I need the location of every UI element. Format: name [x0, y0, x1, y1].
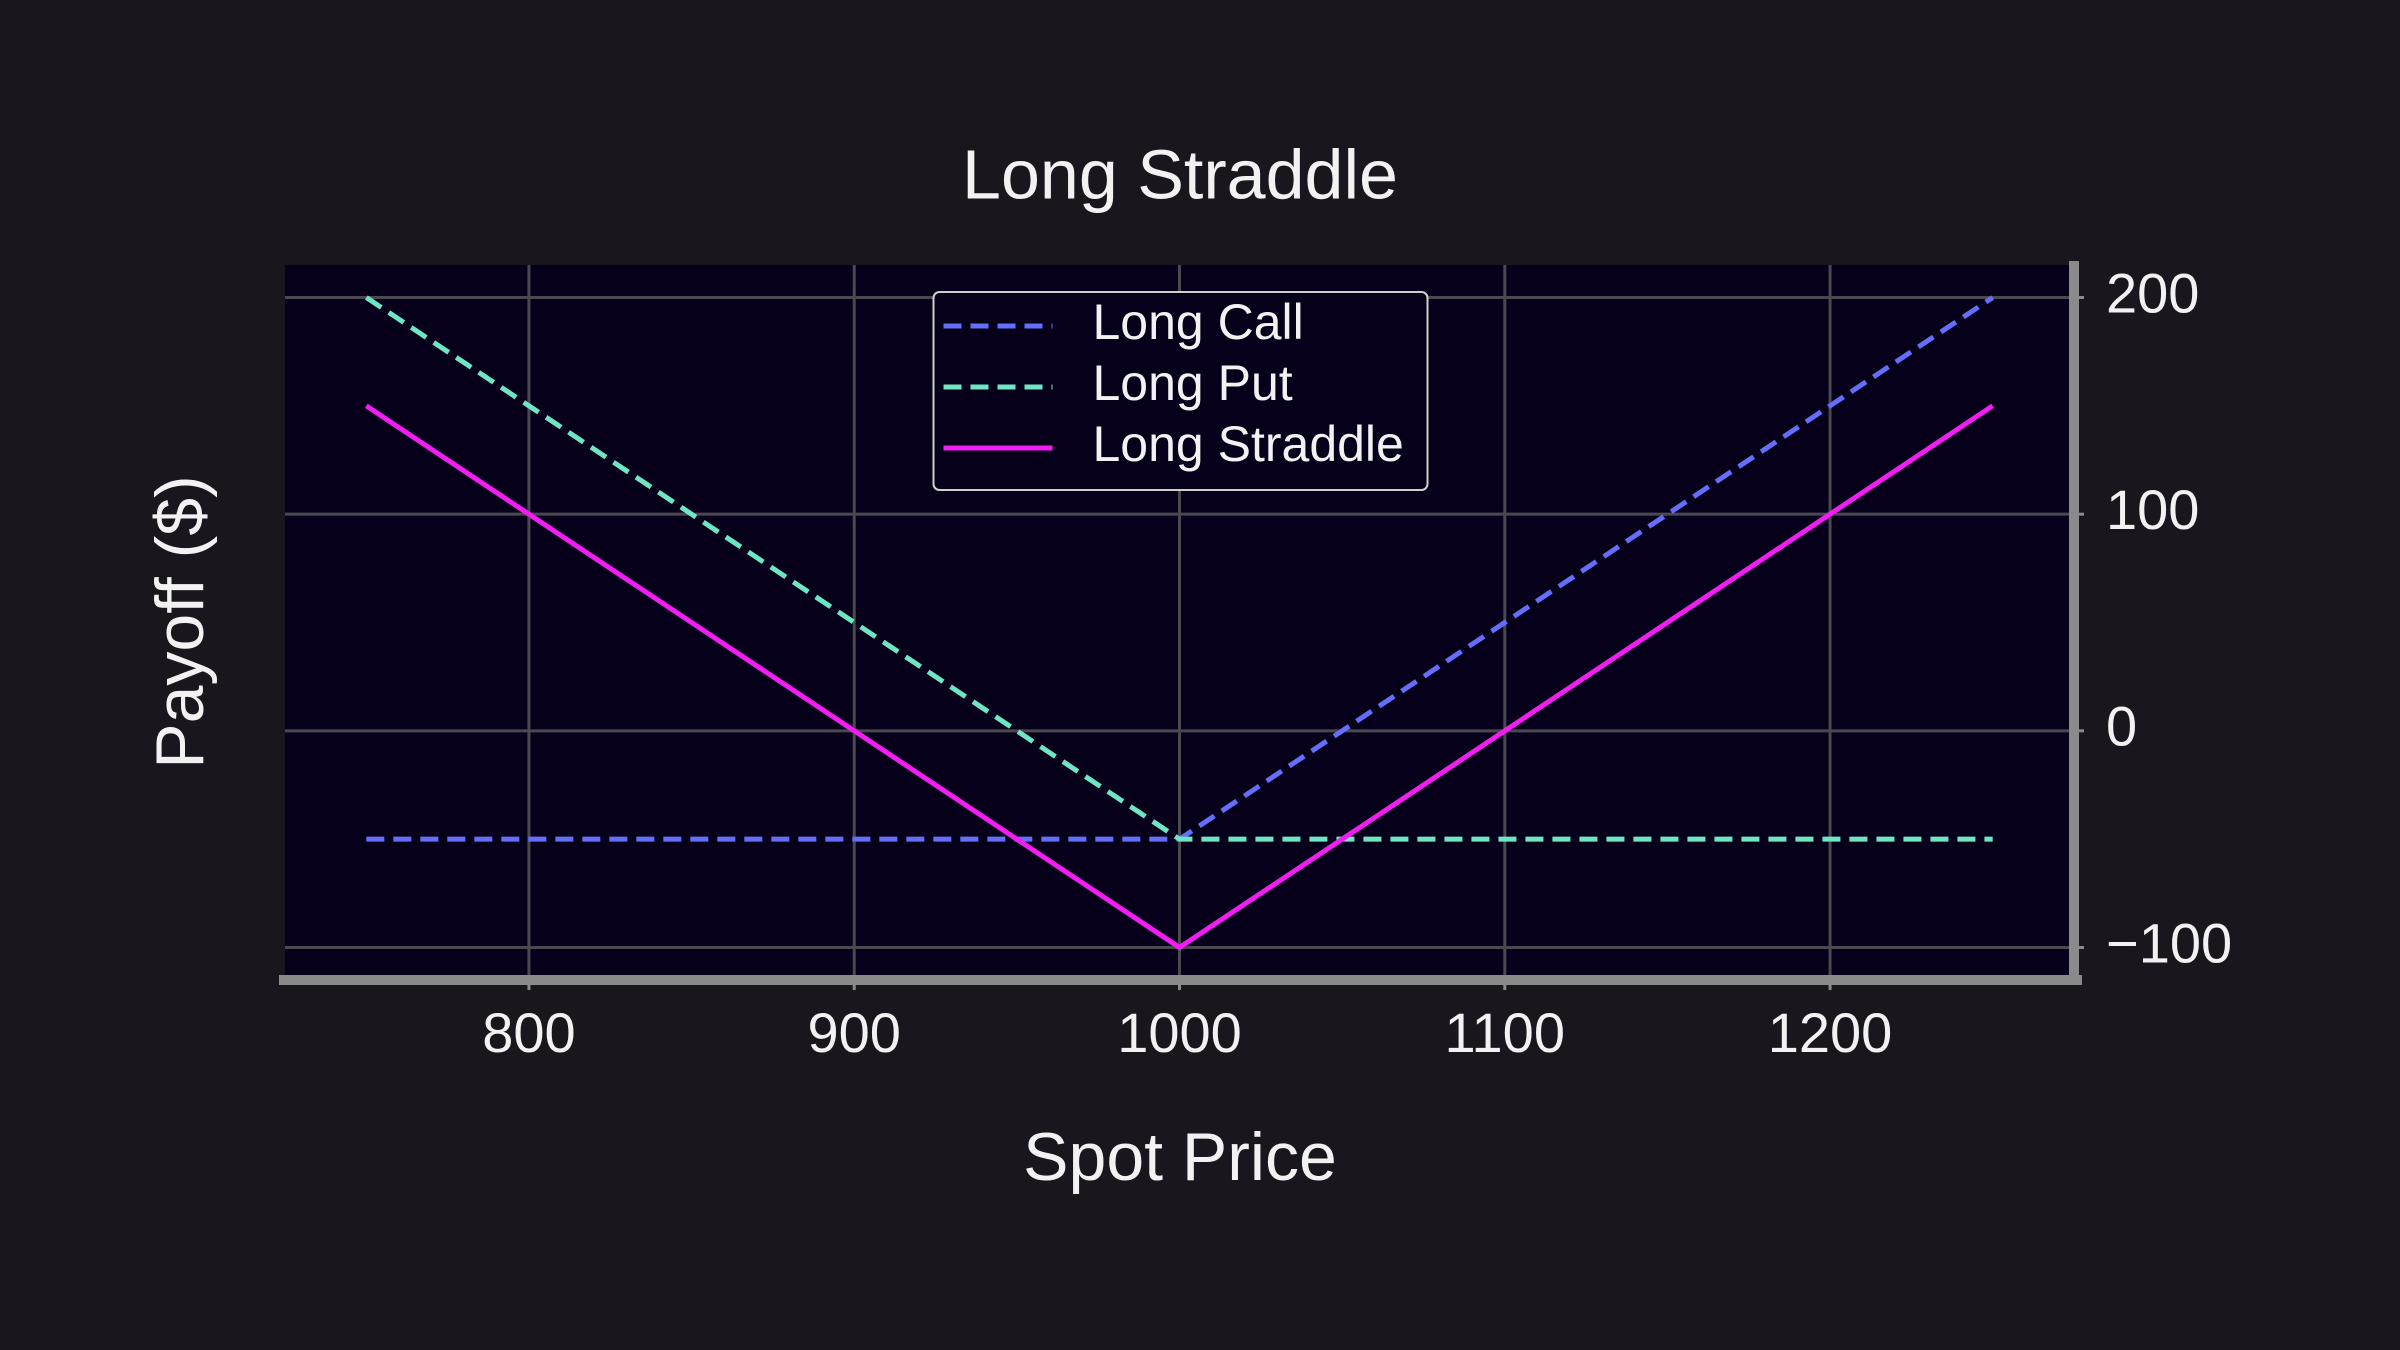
- y-tick-label: 200: [2106, 261, 2199, 324]
- x-tick-label: 1000: [1117, 1001, 1242, 1064]
- legend-box: [932, 291, 1429, 491]
- series-line: [364, 295, 1993, 842]
- y-tick-label: 100: [2106, 478, 2199, 541]
- x-axis-label: Spot Price: [1023, 1119, 1337, 1195]
- series-line: [364, 403, 1995, 951]
- legend-label: Long Put: [1093, 355, 1293, 411]
- y-tick-label: 0: [2106, 695, 2137, 758]
- lines: [364, 295, 1995, 951]
- chart-title: Long Straddle: [962, 135, 1398, 213]
- grid: [285, 265, 2074, 980]
- x-tick-label: 900: [808, 1001, 901, 1064]
- x-tick-label: 1200: [1768, 1001, 1893, 1064]
- x-tick-label: 800: [482, 1001, 575, 1064]
- x-tick-label: 1100: [1445, 1001, 1565, 1064]
- legend-label: Long Straddle: [1093, 416, 1404, 472]
- axes: 800 900 1000 1100 1200 −100 0 100 200: [279, 261, 2232, 1064]
- y-axis-label: Payoff ($): [142, 475, 218, 769]
- legend-label: Long Call: [1093, 294, 1304, 350]
- y-tick-label: −100: [2106, 911, 2232, 974]
